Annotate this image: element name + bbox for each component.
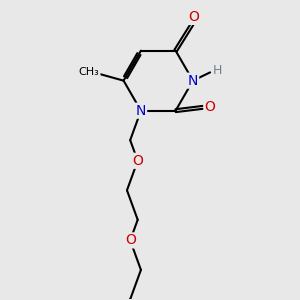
Text: H: H: [213, 64, 222, 77]
Text: O: O: [132, 154, 143, 168]
Text: O: O: [125, 233, 136, 248]
Text: N: N: [188, 74, 198, 88]
Text: O: O: [205, 100, 215, 114]
Text: CH₃: CH₃: [79, 68, 100, 77]
Text: O: O: [188, 10, 199, 24]
Text: N: N: [136, 104, 146, 118]
